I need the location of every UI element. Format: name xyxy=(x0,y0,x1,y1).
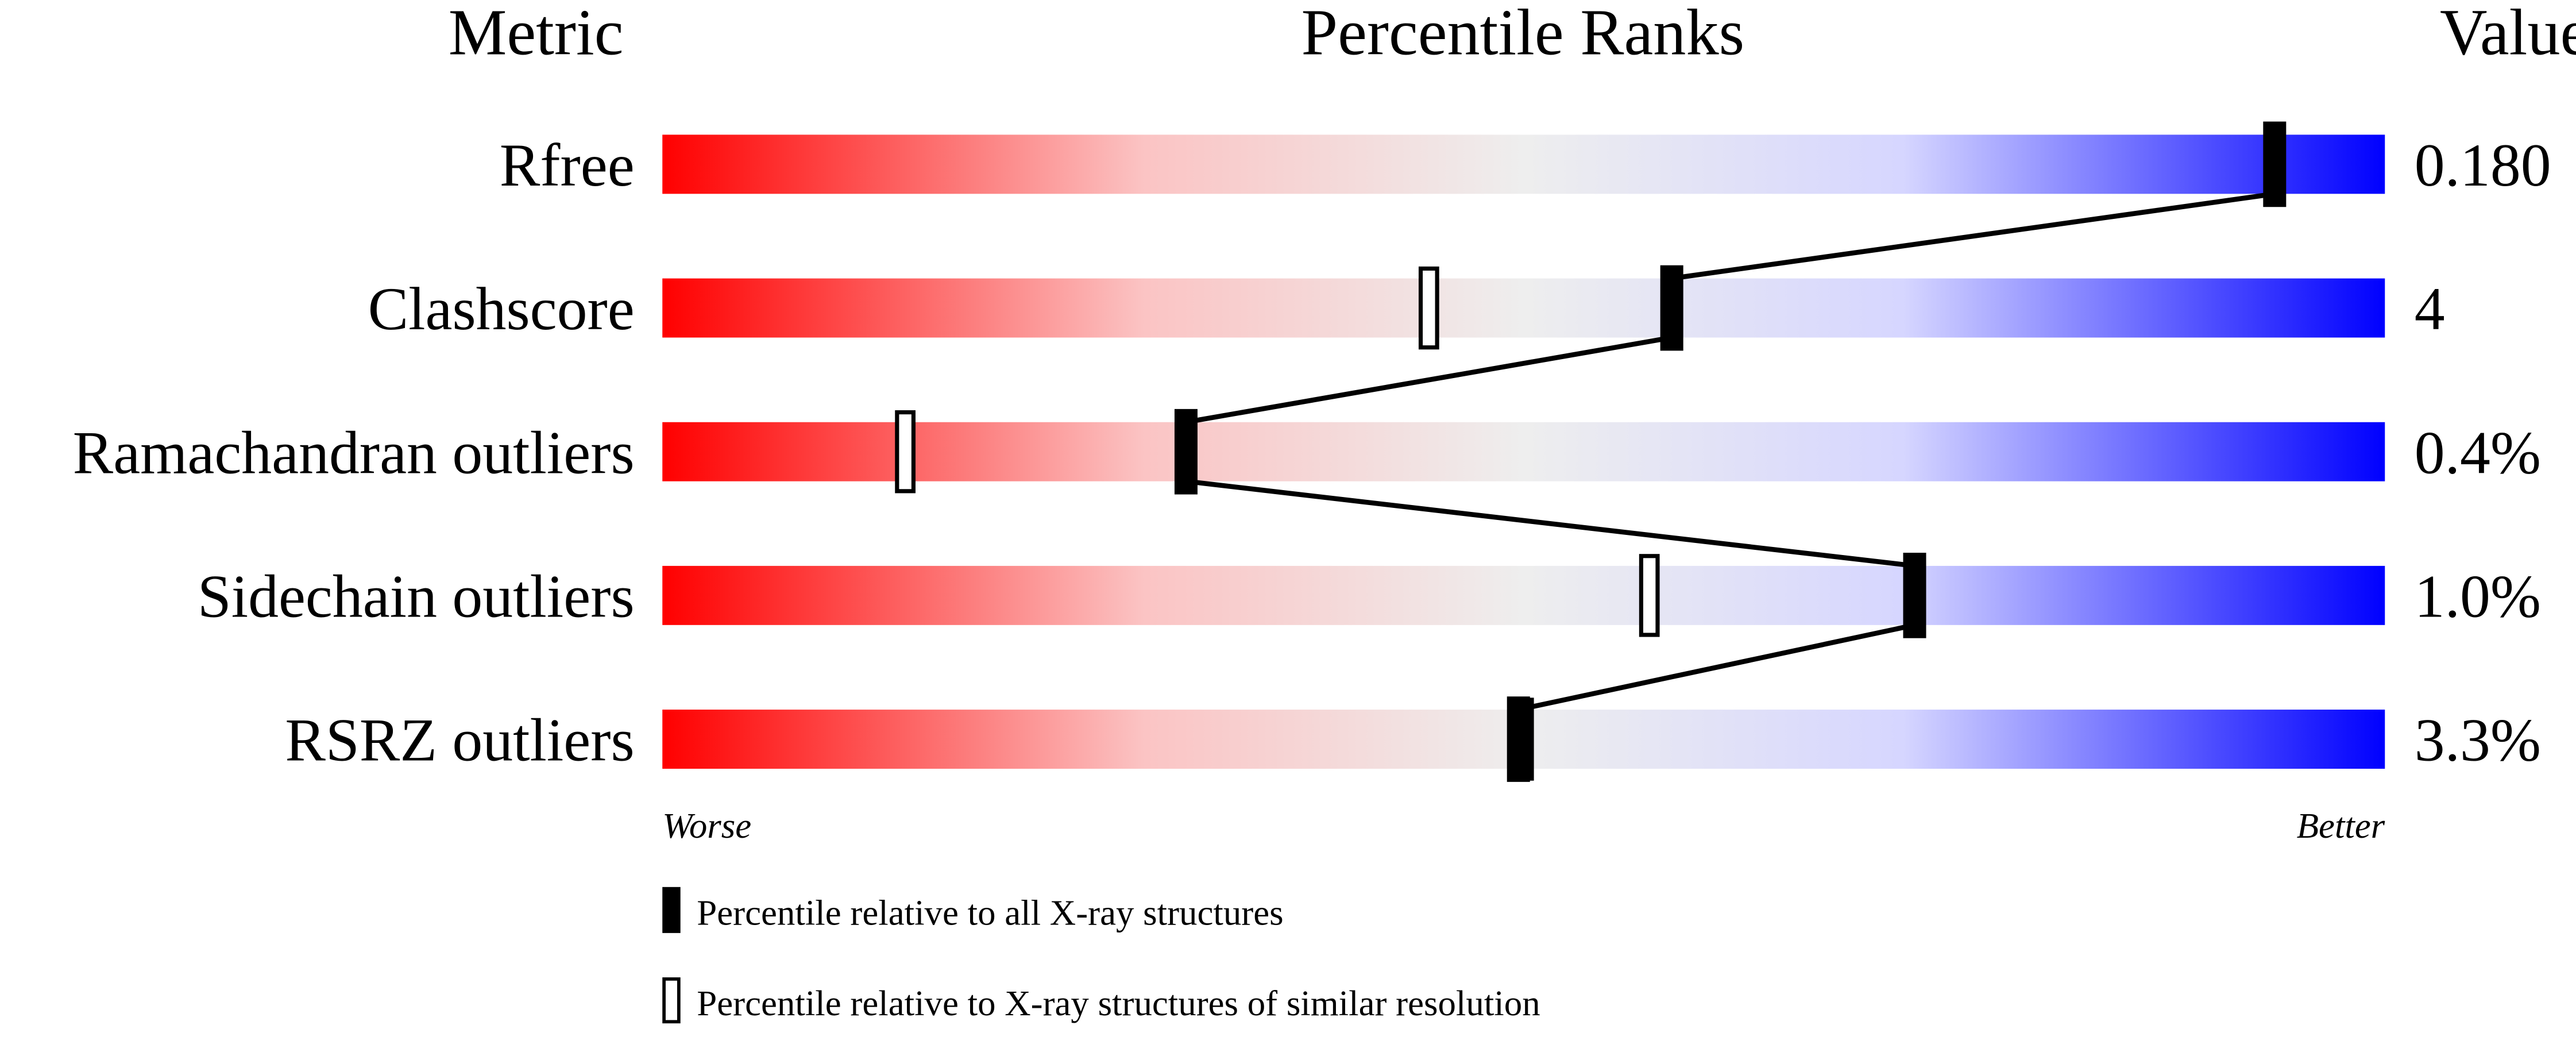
marker-similar-resolution xyxy=(1418,266,1439,350)
metric-value: 4 xyxy=(2415,275,2445,342)
metric-label: Ramachandran outliers xyxy=(73,419,635,486)
metric-value: 0.180 xyxy=(2415,132,2551,199)
percentile-bar xyxy=(662,134,2385,194)
percentile-bar xyxy=(662,565,2385,625)
legend-all-label: Percentile relative to all X-ray structu… xyxy=(697,893,1283,933)
marker-similar-resolution xyxy=(895,410,916,494)
marker-all-structures xyxy=(1903,553,1926,638)
connector-line xyxy=(1185,335,1673,425)
marker-all-structures xyxy=(1507,696,1530,782)
marker-similar-resolution xyxy=(1639,554,1660,637)
header-value: Value xyxy=(2440,0,2576,68)
connector-line xyxy=(1185,479,1915,569)
header-percentile: Percentile Ranks xyxy=(1301,0,1745,68)
metric-value: 3.3% xyxy=(2415,707,2541,774)
metric-label: Rfree xyxy=(500,132,635,199)
metric-label: Sidechain outliers xyxy=(198,563,635,630)
percentile-bar xyxy=(662,278,2385,338)
marker-all-structures xyxy=(2263,121,2287,207)
metric-value: 1.0% xyxy=(2415,563,2541,630)
marker-all-structures xyxy=(1660,265,1683,351)
header-metric: Metric xyxy=(449,0,624,68)
marker-all-structures xyxy=(1174,409,1198,495)
legend-similar-label: Percentile relative to X-ray structures … xyxy=(697,983,1540,1023)
metric-value: 0.4% xyxy=(2415,419,2541,486)
axis-better-label: Better xyxy=(2297,806,2385,846)
legend-filled-marker xyxy=(662,887,681,933)
percentile-bar xyxy=(662,422,2385,481)
connector-line xyxy=(1671,191,2275,281)
legend-open-marker xyxy=(662,977,681,1024)
metric-label: RSRZ outliers xyxy=(285,707,634,774)
axis-worse-label: Worse xyxy=(662,806,751,846)
connector-line xyxy=(1517,622,1915,712)
metric-label: Clashscore xyxy=(368,275,635,342)
